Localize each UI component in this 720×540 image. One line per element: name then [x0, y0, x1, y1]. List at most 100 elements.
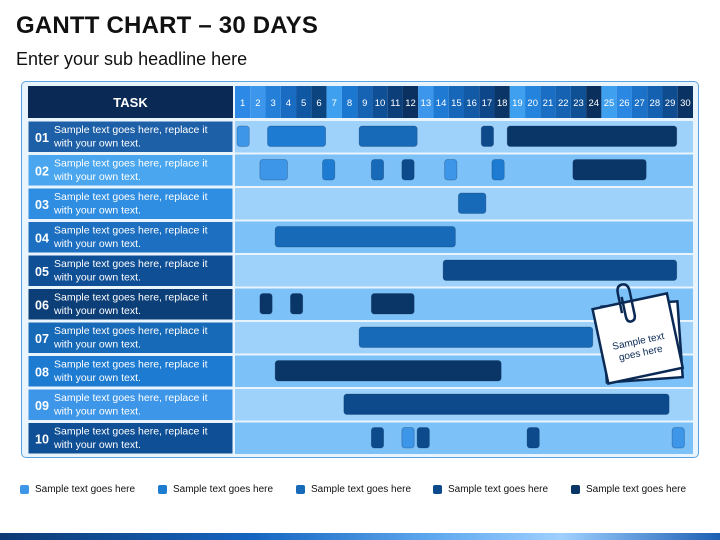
day-header-cell — [464, 86, 480, 118]
gantt-bar — [259, 293, 273, 315]
gantt-bar — [322, 159, 336, 181]
task-label: Sample text goes here, replace it with yo… — [53, 124, 208, 150]
day-label: 27 — [634, 98, 645, 109]
task-number: 04 — [35, 231, 49, 245]
task-label: Sample text goes here, replace it with yo… — [53, 292, 208, 318]
task-number: 02 — [35, 164, 49, 178]
day-label: 2 — [255, 98, 260, 109]
day-header-cell — [326, 86, 342, 118]
task-label: Sample text goes here, replace it with yo… — [53, 158, 208, 184]
gantt-bar — [370, 159, 385, 181]
task-label: Sample text goes here, replace it with yo… — [53, 191, 208, 217]
day-label: 21 — [543, 98, 554, 109]
day-label: 26 — [619, 98, 630, 109]
day-label: 14 — [436, 98, 447, 109]
day-header-cell — [357, 86, 373, 118]
gantt-bar — [370, 427, 385, 449]
day-header-cell — [402, 86, 419, 118]
gantt-bar — [526, 427, 540, 449]
task-header-cell — [28, 86, 233, 118]
day-label: 23 — [573, 98, 584, 109]
task-number: 07 — [35, 332, 49, 346]
day-label: 28 — [650, 98, 661, 109]
day-label: 18 — [497, 98, 508, 109]
day-label: 30 — [680, 98, 691, 109]
gantt-bar — [370, 293, 415, 315]
legend-item: Sample text goes here — [296, 484, 411, 495]
day-label: 15 — [451, 98, 462, 109]
gantt-bar — [236, 125, 250, 147]
gantt-bar — [358, 326, 594, 348]
task-label: Sample text goes here, replace it with yo… — [53, 359, 208, 385]
day-header-cell — [570, 86, 587, 118]
page-subtitle: Enter your sub headline here — [16, 49, 248, 69]
task-header-label: TASK — [113, 95, 148, 110]
day-header-cell — [341, 86, 358, 118]
day-header-cell — [387, 86, 403, 118]
legend-item: Sample text goes here — [158, 484, 273, 495]
task-cell — [27, 254, 234, 287]
legend-swatch — [20, 485, 29, 494]
day-label: 6 — [316, 98, 321, 109]
gantt-bar — [274, 226, 456, 248]
day-header-cell — [280, 86, 297, 118]
gantt-bar — [506, 125, 678, 147]
day-header-cell — [509, 86, 526, 118]
legend-label: Sample text goes here — [35, 484, 136, 495]
day-label: 7 — [332, 98, 337, 109]
day-label: 8 — [347, 98, 352, 109]
gantt-bar — [480, 125, 494, 147]
gantt-bar — [416, 427, 430, 449]
day-label: 22 — [558, 98, 569, 109]
gantt-chart: TASK 1 2 3 4 5 6 7 8 9 10 11 12 13 14 15 16 17 18 19 20 21 22 2… — [27, 86, 693, 455]
page-title: GANTT CHART – 30 DAYS — [16, 12, 319, 39]
task-cell — [27, 355, 234, 388]
day-label: 17 — [482, 98, 493, 109]
day-label: 25 — [604, 98, 615, 109]
task-label: Sample text goes here, replace it with yo… — [53, 426, 208, 452]
day-header-cell — [525, 86, 541, 118]
day-label: 4 — [286, 98, 291, 109]
day-label: 19 — [512, 98, 523, 109]
legend-swatch — [158, 485, 167, 494]
day-label: 11 — [390, 98, 400, 109]
day-label: 5 — [301, 98, 306, 109]
day-header-cell — [265, 86, 281, 118]
day-label: 20 — [527, 98, 538, 109]
task-cell — [27, 221, 234, 254]
gantt-bar — [444, 159, 458, 181]
paper-clip-icon — [616, 283, 637, 323]
gantt-bar — [274, 360, 502, 382]
task-number: 06 — [35, 298, 49, 312]
day-header-cell — [296, 86, 312, 118]
task-number: 08 — [35, 365, 49, 379]
gantt-bar — [491, 159, 505, 181]
day-header-cell — [555, 86, 571, 118]
day-label: 1 — [240, 98, 245, 109]
sticky-note: Sample textgoes here — [591, 283, 685, 386]
gantt-bar — [290, 293, 304, 315]
day-header-cell — [631, 86, 648, 118]
day-header-cell — [235, 86, 251, 118]
day-header-cell — [250, 86, 266, 118]
day-label: 24 — [588, 98, 599, 109]
gantt-bar — [572, 159, 647, 181]
day-header-cell — [616, 86, 632, 118]
footer-gradient-bar — [0, 533, 720, 540]
day-label: 13 — [421, 98, 432, 109]
task-cell — [27, 120, 234, 153]
gantt-bar — [259, 159, 288, 181]
legend-item: Sample text goes here — [20, 484, 135, 495]
day-header-cell — [494, 86, 510, 118]
gantt-bar — [343, 393, 670, 415]
day-header-cell — [448, 86, 464, 118]
day-header-cell — [479, 86, 495, 118]
day-header-cell — [540, 86, 556, 118]
task-number: 09 — [35, 399, 49, 413]
task-label: Sample text goes here, replace it with yo… — [53, 392, 208, 418]
task-number: 03 — [35, 198, 49, 212]
task-cell — [27, 187, 234, 220]
legend-label: Sample text goes here — [173, 484, 274, 495]
task-label: Sample text goes here, replace it with yo… — [53, 325, 208, 351]
chart-legend: Sample text goes here Sample text goes he… — [0, 484, 720, 500]
